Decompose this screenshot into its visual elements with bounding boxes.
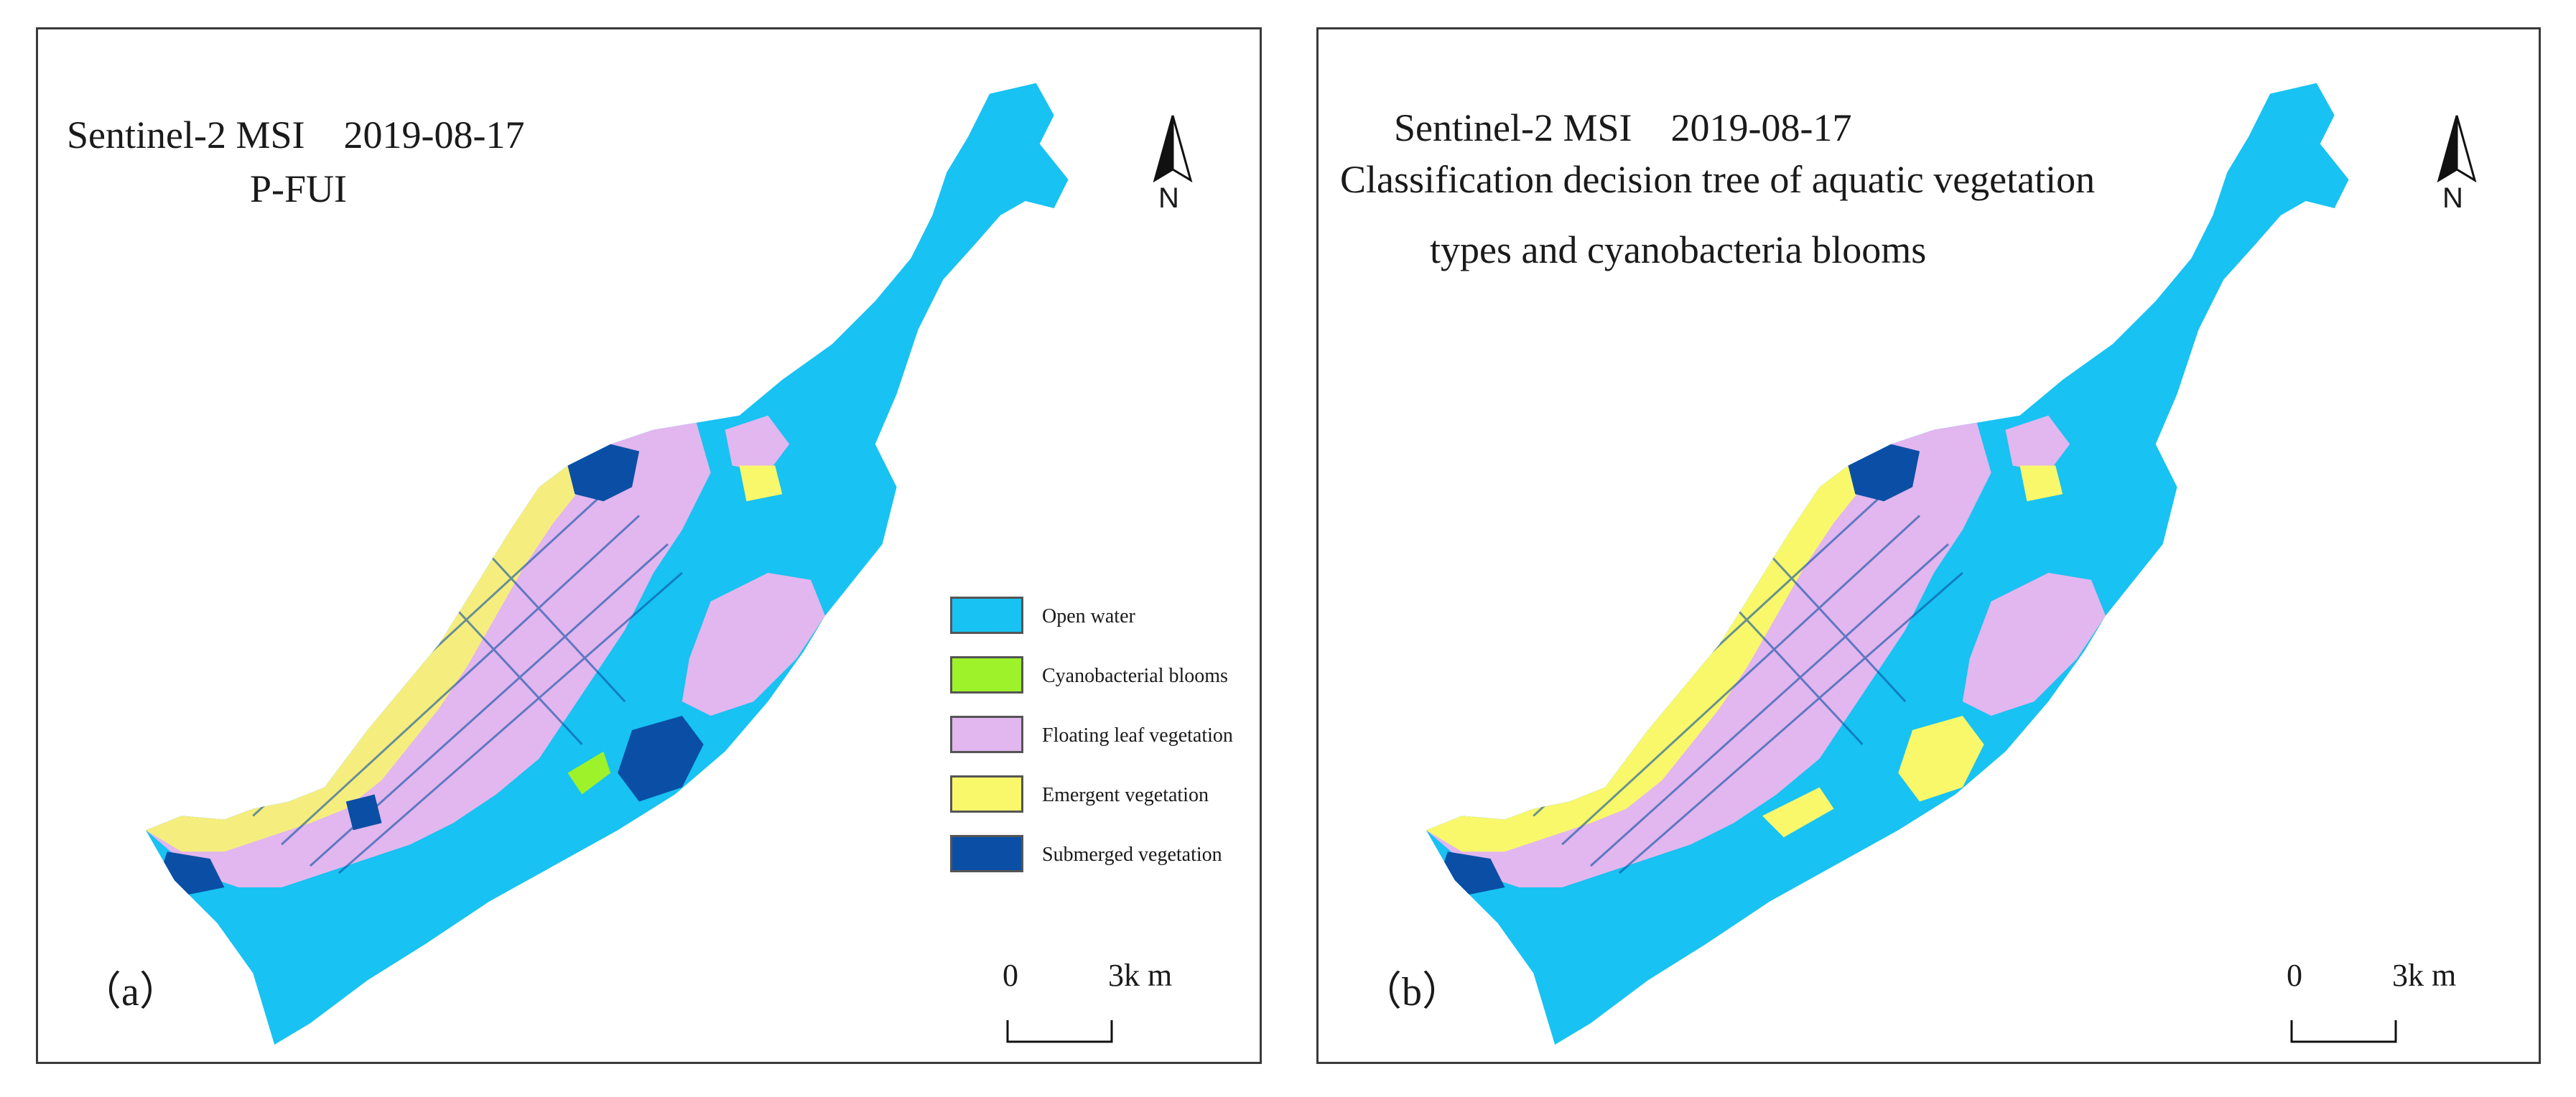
legend-item-floating-leaf-vegetation: Floating leaf vegetation (950, 716, 1260, 759)
legend-swatch (950, 835, 1023, 872)
legend-label: Open water (1042, 605, 1135, 627)
north-label: N (1158, 182, 1179, 214)
scale-bar (1006, 1020, 1113, 1043)
lake-map-b (1426, 83, 2349, 1045)
north-arrow-icon (2437, 115, 2477, 183)
map-title-line-2: P-FUI (250, 167, 348, 210)
scale-label-zero: 0 (2287, 958, 2302, 993)
scale-label-zero: 0 (1003, 958, 1018, 993)
legend-label: Submerged vegetation (1042, 844, 1222, 866)
legend-label: Cyanobacterial blooms (1042, 665, 1228, 687)
scale-label-end: 3k m (1108, 958, 1173, 993)
legend-swatch (950, 775, 1023, 813)
map-title-line-2: Classification decision tree of aquatic … (1340, 158, 2096, 201)
legend-item-open-water: Open water (950, 597, 1260, 640)
panel-label-a: （a） (81, 970, 180, 1014)
scale-bar (2290, 1020, 2397, 1043)
legend-label: Emergent vegetation (1042, 784, 1209, 806)
map-title-line-1: Sentinel-2 MSI 2019-08-17 (67, 113, 525, 157)
legend-swatch (950, 597, 1023, 634)
legend-label: Floating leaf vegetation (1042, 724, 1233, 747)
map-title-line-1: Sentinel-2 MSI 2019-08-17 (1394, 106, 1852, 149)
legend-swatch (950, 716, 1023, 753)
map-panel-b: Sentinel-2 MSI 2019-08-17 Classification… (1316, 27, 2541, 1064)
panel-label-b: （b） (1362, 970, 1462, 1014)
map-panel-a: Sentinel-2 MSI 2019-08-17 P-FUI N Open w… (36, 27, 1262, 1064)
legend-item-emergent-vegetation: Emergent vegetation (950, 775, 1260, 818)
north-arrow-icon (1153, 115, 1193, 183)
legend-item-submerged-vegetation: Submerged vegetation (950, 835, 1260, 878)
north-label: N (2442, 182, 2463, 214)
legend-item-cyanobacterial-blooms: Cyanobacterial blooms (950, 656, 1260, 699)
legend-swatch (950, 656, 1023, 694)
scale-label-end: 3k m (2392, 958, 2457, 993)
map-title-line-3: types and cyanobacteria blooms (1430, 228, 1927, 271)
lake-map-a (145, 83, 1069, 1045)
